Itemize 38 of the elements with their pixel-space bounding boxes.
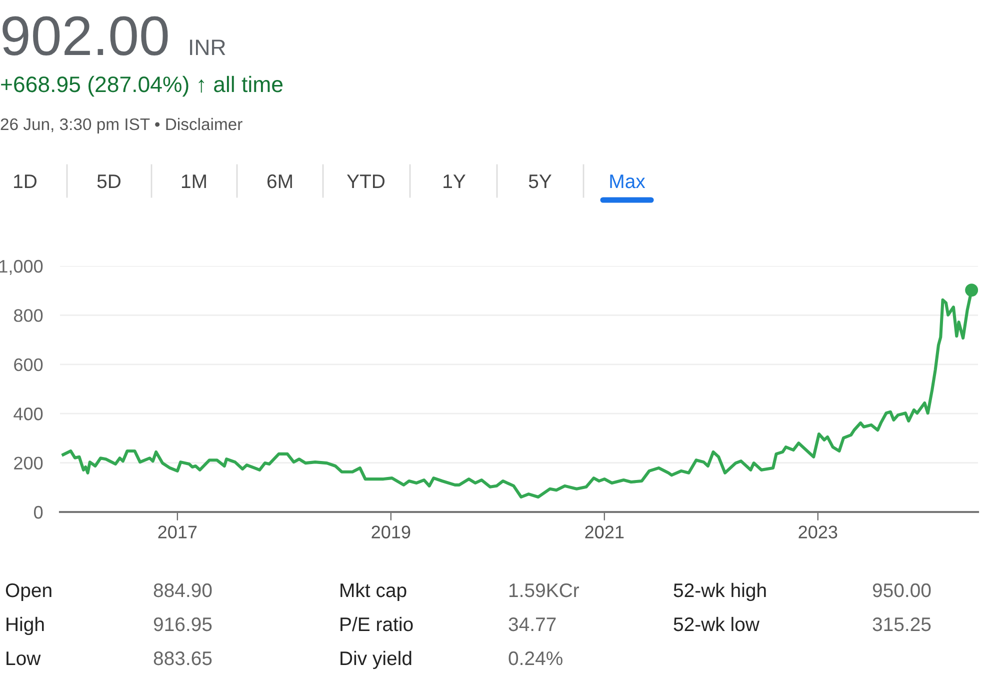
text: 883.65 — [154, 651, 212, 666]
text: INR — [190, 40, 226, 55]
text: Low — [6, 652, 41, 666]
text: Open — [6, 583, 52, 602]
text: 884.90 — [154, 583, 212, 598]
text: 1.59KCr — [509, 583, 580, 598]
text: 6M — [267, 174, 292, 188]
chart-title: 902.00 — [2, 16, 168, 56]
y-tick-label: 200 — [14, 456, 43, 470]
text: 52-wk low — [674, 616, 760, 632]
text: YTD — [346, 174, 385, 188]
y-tick-label: 400 — [14, 408, 43, 420]
x-tick-label: 2023 — [798, 526, 838, 538]
text: 1D — [14, 174, 36, 188]
text: 5D — [97, 174, 120, 188]
text: 5Y — [528, 174, 552, 188]
text: 52-wk high — [674, 582, 766, 602]
x-tick-label: 2021 — [585, 526, 624, 538]
y-tick-label: 0 — [34, 506, 43, 519]
text: Mkt cap — [340, 582, 406, 602]
y-tick-label: 1,000 — [0, 260, 43, 275]
x-tick-label: 2017 — [158, 526, 197, 538]
text: Max — [610, 174, 646, 188]
y-tick-label: 600 — [14, 358, 43, 372]
chart-subtitle: +668.95 (287.04%) ↑ all time — [1, 76, 283, 97]
text: 950.00 — [872, 583, 931, 598]
text: 26 Jun, 3:30 pm IST • Disclaimer — [0, 118, 242, 134]
text: P/E ratio — [340, 616, 413, 632]
text: 1M — [182, 174, 206, 188]
text: 34.77 — [508, 617, 556, 632]
x-tick-label: 2019 — [372, 526, 410, 538]
text: 0.24% — [508, 651, 562, 666]
text: 1Y — [444, 174, 466, 188]
text: Div yield — [340, 650, 412, 670]
text: 916.95 — [154, 617, 212, 632]
y-tick-label: 800 — [14, 309, 43, 322]
text: High — [6, 616, 44, 636]
text: 315.25 — [872, 617, 931, 632]
